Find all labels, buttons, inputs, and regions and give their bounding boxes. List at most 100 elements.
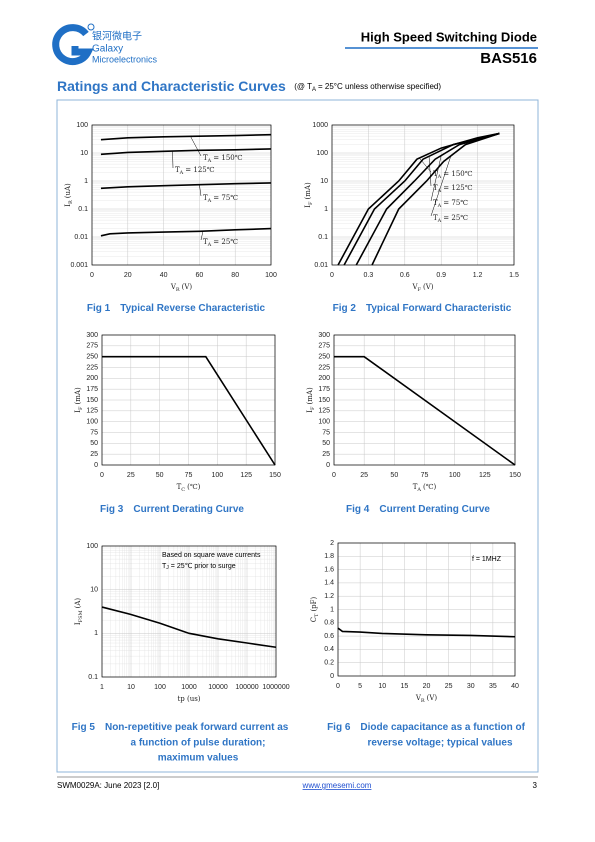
series-line [102,355,276,466]
x-tick-label: 75 [421,472,429,479]
y-tick-label: 25 [90,451,98,458]
label-symbol: T [433,214,438,222]
y-tick-label: 0 [326,462,330,469]
x-tick-label: 0 [330,272,334,279]
figure-caption: Fig 6 Diode capacitance as a function of [327,722,525,733]
label-symbol: V [411,283,418,291]
series-label: TA= 75℃ [203,194,238,204]
label-unit: (V) [427,694,438,702]
chart: 0 25 50 75 100 125 150 175 200 225 250 275 300 0 25 50 7… [74,332,281,515]
axis-label: IF (mA) [304,182,314,208]
series-line [343,132,500,266]
x-tick-label: 25 [127,472,135,479]
y-tick-label: 0.8 [324,620,334,627]
label-name: = 25℃ [213,238,238,246]
label-symbol: T [203,194,208,202]
series-line [100,148,272,156]
y-tick-label: 200 [86,375,98,382]
axis-label: tp (us) [177,695,200,703]
x-tick-label: 25 [360,472,368,479]
x-tick-label: 125 [240,472,252,479]
x-tick-label: 1000000 [262,684,289,691]
y-tick-label: 275 [318,343,330,350]
plot-frame [101,545,277,678]
x-tick-label: 10000 [208,684,228,691]
section-heading: Ratings and Characteristic Curves (@ TA =… [57,78,441,96]
footer-doc: SWM0029A: June 2023 [2.0] [57,781,159,790]
y-tick-label: 50 [90,440,98,447]
y-tick-label: 1000 [312,122,328,129]
y-tick-label: 0.1 [318,234,328,241]
label-symbol: T [177,483,182,491]
x-tick-label: 1.5 [509,272,519,279]
series-line [371,132,500,266]
label-symbol: I [74,410,82,413]
x-tick-label: 1.2 [473,272,483,279]
x-tick-label: 20 [124,272,132,279]
x-tick-label: 0 [336,683,340,690]
axis-label: VR (V) [415,694,438,704]
logo [52,23,95,66]
y-tick-label: 25 [322,451,330,458]
label-sub: C [181,487,185,493]
series-line [337,627,516,638]
x-tick-label: 100 [449,472,461,479]
ann-text: = 25℃ prior to surge [171,563,236,570]
y-tick-label: 225 [318,364,330,371]
y-tick-label: 0.01 [314,262,328,269]
y-tick-label: 1.2 [324,593,334,600]
y-tick-label: 100 [86,419,98,426]
axis-label: VR (V) [170,283,193,293]
y-tick-label: 1.8 [324,553,334,560]
label-sub: A [207,198,212,204]
label-name: = 125℃ [443,184,472,192]
label-sub: A [416,487,421,493]
label-sub: F [78,406,84,410]
y-tick-label: 125 [318,408,330,415]
series-label: TA= 125℃ [175,166,215,176]
x-tick-label: 150 [269,472,281,479]
y-tick-label: 175 [318,386,330,393]
label-unit: (mA) [74,387,82,404]
y-tick-label: 225 [86,364,98,371]
logo-mark [52,24,94,66]
label-symbol: T [413,483,418,491]
x-tick-label: 100 [211,472,223,479]
series-label: TA = 25℃ [203,238,238,248]
label-sub: R [68,200,74,204]
label-symbol: V [170,283,177,291]
leader-line [199,184,202,197]
label-symbol: I [64,204,72,207]
x-tick-label: 15 [400,683,408,690]
figure-caption: Fig 1 Typical Reverse Characteristic [87,303,266,314]
figure-title: Current Derating Curve [379,504,490,515]
label-symbol: T [203,154,208,162]
y-tick-label: 275 [86,343,98,350]
leader-line [430,155,452,217]
y-tick-label: 1 [94,630,98,637]
label-name: = 75℃ [213,194,238,202]
footer-url[interactable]: www.gmesemi.com [302,781,372,790]
x-tick-label: 75 [185,472,193,479]
x-tick-label: 0.9 [436,272,446,279]
x-tick-label: 100 [154,684,166,691]
label-unit: (uA) [64,183,72,198]
label-name: = 150℃ [213,154,242,162]
label-sub: A [437,174,442,180]
logo-en: Microelectronics [92,54,158,64]
series-label: TA = 25℃ [433,214,468,224]
plot-frame [333,334,516,466]
label-symbol: T [433,170,438,178]
y-tick-label: 250 [86,354,98,361]
label-symbol: T [175,166,180,174]
series-label: TA = 150℃ [203,154,243,164]
logo-en: Galaxy [92,44,123,55]
axis-label: CT (pF) [310,596,320,622]
leader-line [190,136,202,157]
series-line [100,227,272,237]
series-line [337,132,500,266]
figure-title: Typical Reverse Characteristic [120,303,265,314]
